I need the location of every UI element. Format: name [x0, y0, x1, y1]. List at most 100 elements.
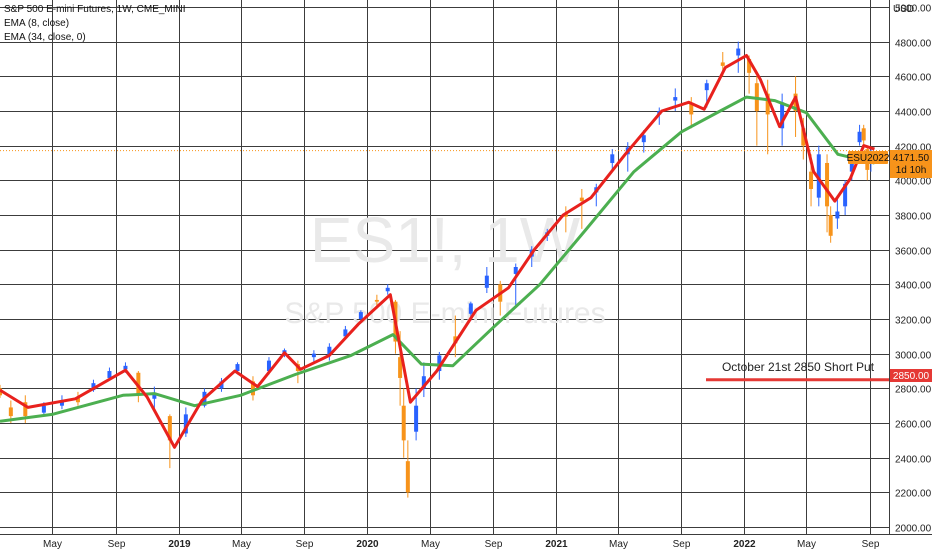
price-tick-label: 2800.00 — [895, 385, 932, 396]
price-tick-label: 5000.00 — [895, 4, 932, 15]
price-tick-label: 4000.00 — [895, 177, 932, 188]
price-tick-label: 2400.00 — [895, 455, 932, 466]
grid — [0, 0, 889, 534]
candle-body — [41, 405, 46, 413]
candle-body — [358, 312, 363, 320]
candle-body — [398, 357, 403, 378]
candle-body — [183, 414, 188, 434]
last-price-symbol-text: ESU2022 — [847, 153, 890, 164]
candle-body — [704, 83, 709, 91]
candle-body — [421, 376, 426, 389]
candle-body — [610, 154, 615, 163]
candle-body — [152, 393, 157, 399]
candle-body — [825, 162, 830, 207]
last-price-countdown: 1d 10h — [896, 165, 927, 176]
price-tick-label: 4400.00 — [895, 108, 932, 119]
candle-body — [780, 102, 785, 129]
watermark-symbol: ES1!, 1W — [310, 204, 581, 276]
candle-body — [720, 62, 725, 66]
candle-body — [167, 416, 172, 441]
currency-label: USD — [893, 4, 914, 15]
candle-body — [689, 104, 694, 115]
candle-body — [327, 346, 332, 356]
price-axis[interactable]: USD 2000.00 2200.00 2400.00 2600.00 2800.00 3… — [889, 0, 932, 535]
price-tick-label: 2000.00 — [895, 524, 932, 535]
time-tick-label: 2021 — [545, 539, 568, 550]
candle-body — [374, 299, 379, 302]
candle-body — [8, 407, 13, 417]
candle-body — [343, 329, 348, 337]
candle-body — [828, 214, 833, 236]
candle-body — [91, 383, 96, 391]
candle-body — [861, 128, 866, 141]
chart-title: S&P 500 E-mini Futures, 1W, CME_MINI — [4, 4, 186, 15]
candle-body — [747, 58, 752, 73]
candle-body — [123, 365, 128, 370]
price-tick-label: 3600.00 — [895, 247, 932, 258]
price-tick-label: 3000.00 — [895, 351, 932, 362]
time-tick-label: May — [609, 539, 628, 550]
last-price-symbol-badge — [848, 151, 888, 164]
last-price-box — [890, 150, 932, 178]
candle-body — [468, 303, 473, 314]
plot-pane[interactable]: October 21st 2850 Short Put ESU2022 — [0, 41, 890, 498]
candle-body — [835, 211, 840, 219]
candle-body — [311, 353, 316, 358]
time-axis[interactable]: May Sep 2019 May Sep 2020 May Sep 2021 May Sep 2022… — [0, 534, 932, 550]
annotation-price-text: 2850.00 — [893, 371, 930, 382]
price-tick-label: 4200.00 — [895, 143, 932, 154]
time-tick-label: May — [232, 539, 251, 550]
price-tick-label: 2200.00 — [895, 489, 932, 500]
indicator-ema-8-label: EMA (8, close) — [4, 18, 69, 29]
candle-body — [816, 154, 821, 198]
candle-body — [59, 400, 64, 406]
watermark: ES1!, 1W S&P 500 E-mini Futures — [284, 204, 605, 330]
candle-body — [801, 128, 806, 146]
time-tick-label: May — [43, 539, 62, 550]
candle-body — [385, 287, 390, 292]
price-tick-label: 3400.00 — [895, 281, 932, 292]
ema-8-line — [0, 54, 875, 449]
time-axis-ticks: May Sep 2019 May Sep 2020 May Sep 2021 May Sep 2022… — [43, 539, 880, 550]
candle-body — [484, 275, 489, 288]
time-tick-label: Sep — [673, 539, 691, 550]
indicator-ema-34-label: EMA (34, close, 0) — [4, 32, 86, 43]
time-tick-label: Sep — [485, 539, 503, 550]
price-tick-label: 4600.00 — [895, 73, 932, 84]
time-tick-label: Sep — [296, 539, 314, 550]
ema-34-line — [0, 95, 875, 423]
candle-body — [250, 381, 255, 396]
candle-body — [437, 355, 442, 372]
candle-body — [809, 171, 814, 189]
time-tick-label: 2020 — [356, 539, 379, 550]
candle-body — [414, 405, 419, 432]
time-tick-label: 2019 — [168, 539, 191, 550]
candle-body — [401, 405, 406, 441]
price-axis-ticks: 2000.00 2200.00 2400.00 2600.00 2800.00 3000.… — [895, 4, 932, 535]
price-tick-label: 2600.00 — [895, 420, 932, 431]
legend: S&P 500 E-mini Futures, 1W, CME_MINI EMA… — [4, 4, 186, 43]
time-tick-label: May — [797, 539, 816, 550]
price-tick-label: 3200.00 — [895, 316, 932, 327]
candle-body — [843, 183, 848, 207]
candle-body — [849, 159, 854, 172]
time-tick-label: 2022 — [733, 539, 756, 550]
candle-body — [641, 135, 646, 143]
candle-body — [235, 364, 240, 372]
last-price-value: 4171.50 — [893, 153, 930, 164]
price-tick-label: 4800.00 — [895, 39, 932, 50]
candle-body — [75, 397, 80, 403]
candle-body — [857, 131, 862, 143]
candle-body — [513, 267, 518, 274]
candle-body — [736, 48, 741, 56]
time-tick-label: Sep — [862, 539, 880, 550]
candle-body — [405, 461, 410, 493]
time-tick-label: May — [421, 539, 440, 550]
candle-body — [107, 371, 112, 378]
time-tick-label: Sep — [108, 539, 126, 550]
candle-body — [673, 97, 678, 101]
candle-body — [266, 360, 271, 372]
candle-body — [23, 402, 28, 417]
price-tick-label: 3800.00 — [895, 212, 932, 223]
